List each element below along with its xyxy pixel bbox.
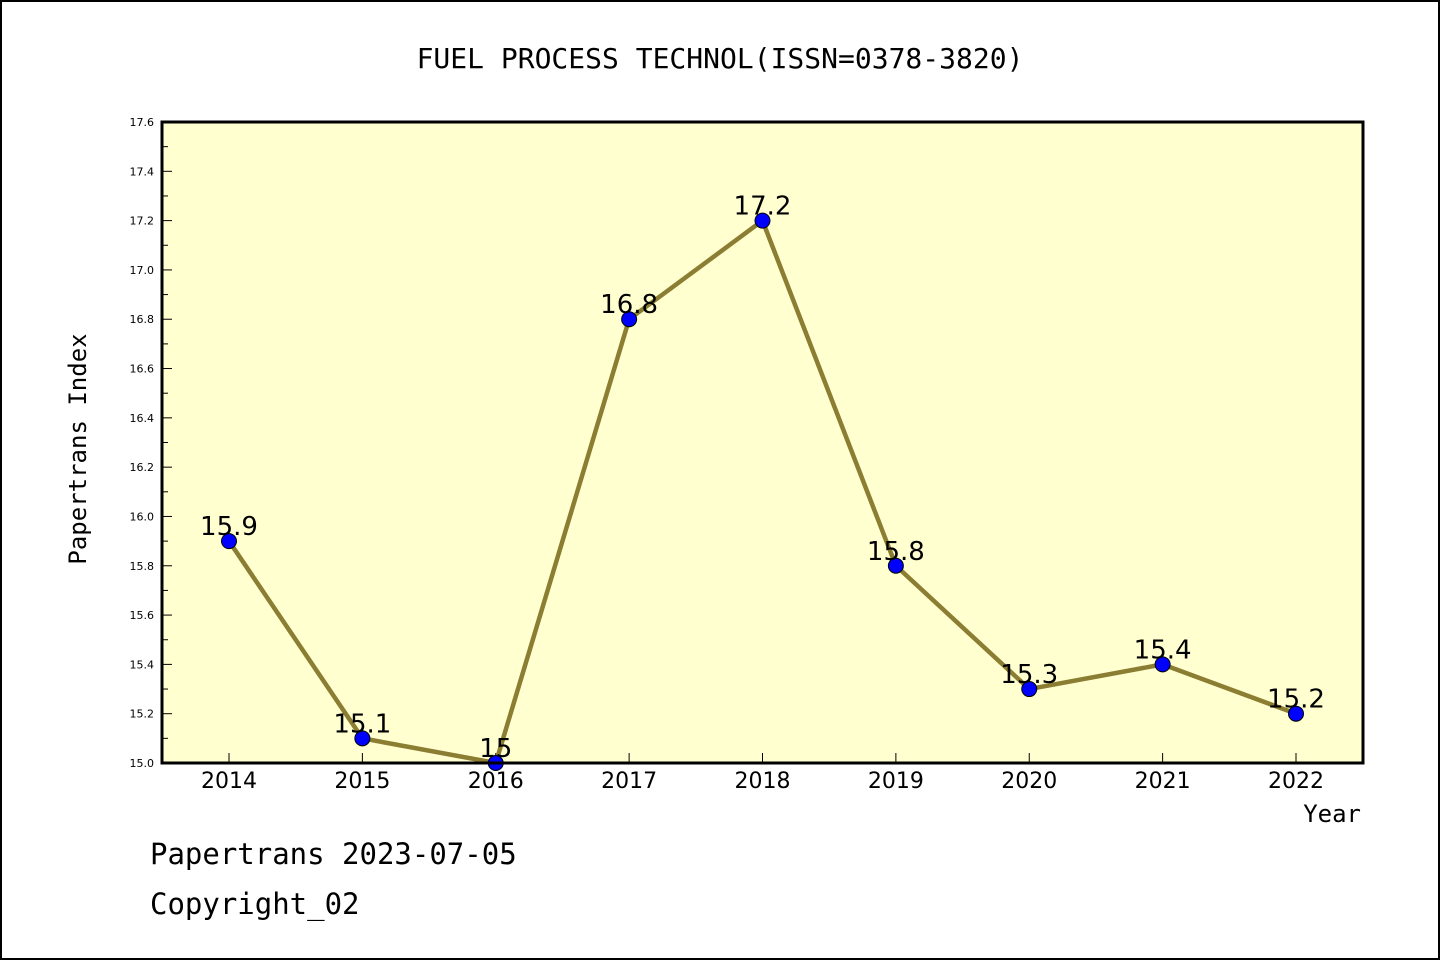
plot-frame — [160, 120, 1365, 765]
data-label: 15.9 — [200, 512, 258, 542]
y-tick-label: 16.2 — [130, 461, 155, 474]
data-label: 15.2 — [1267, 685, 1325, 715]
x-tick-label: 2019 — [868, 769, 924, 794]
x-tick-label: 2015 — [334, 769, 390, 794]
x-tick-label: 2018 — [735, 769, 791, 794]
x-tick-label: 2014 — [201, 769, 257, 794]
x-axis-ticks: 2014 2015 2016 2017 2018 2019 2020 2021 2022 — [201, 753, 1324, 794]
y-tick-label: 15.6 — [130, 609, 155, 622]
y-tick-label: 15.4 — [130, 658, 155, 671]
data-label: 15 — [479, 734, 512, 764]
x-tick-label: 2021 — [1135, 769, 1191, 794]
y-tick-label: 16.0 — [130, 510, 155, 523]
data-label: 15.3 — [1000, 660, 1058, 690]
data-point — [221, 533, 237, 550]
y-tick-label: 16.6 — [130, 363, 155, 376]
y-axis-title: Papertrans Index — [64, 333, 92, 564]
data-point — [1021, 681, 1038, 698]
data-label: 15.1 — [333, 709, 391, 739]
data-point — [1154, 656, 1171, 673]
x-tick-label: 2016 — [468, 769, 524, 794]
data-point — [887, 557, 904, 574]
data-labels: 15.9 15.1 15 16.8 17.2 15.8 15.3 15.4 15.2 — [200, 192, 1325, 764]
data-point — [1288, 705, 1304, 722]
data-label: 16.8 — [600, 290, 658, 320]
y-tick-label: 17.4 — [130, 165, 155, 178]
data-point — [754, 212, 771, 229]
y-tick-label: 16.4 — [130, 412, 155, 425]
data-point — [354, 730, 371, 747]
chart-title: FUEL PROCESS TECHNOL(ISSN=0378-3820) — [417, 42, 1024, 75]
y-tick-label: 17.2 — [130, 215, 155, 228]
x-tick-label: 2017 — [601, 769, 657, 794]
footer-copyright: Copyright_02 — [150, 887, 360, 921]
y-tick-label: 15.8 — [130, 560, 155, 573]
data-label: 17.2 — [734, 192, 792, 222]
y-tick-label: 15.0 — [130, 757, 155, 770]
data-point — [621, 311, 638, 328]
y-tick-label: 17.0 — [130, 264, 155, 277]
y-axis-ticks: 15.0 15.2 15.4 15.6 15.8 16.0 16.2 16.4 16.6 16.8… — [130, 116, 172, 770]
y-tick-label: 16.8 — [130, 313, 155, 326]
data-label: 15.8 — [867, 537, 925, 567]
x-tick-label: 2022 — [1268, 769, 1324, 794]
plot-area — [162, 122, 1363, 763]
x-tick-label: 2020 — [1001, 769, 1057, 794]
footer-date: Papertrans 2023-07-05 — [150, 837, 517, 871]
data-label: 15.4 — [1134, 635, 1192, 665]
y-tick-label: 17.6 — [130, 116, 155, 129]
y-tick-label: 15.2 — [130, 708, 155, 721]
series-layer — [221, 212, 1304, 771]
x-axis-title: Year — [1303, 800, 1361, 828]
